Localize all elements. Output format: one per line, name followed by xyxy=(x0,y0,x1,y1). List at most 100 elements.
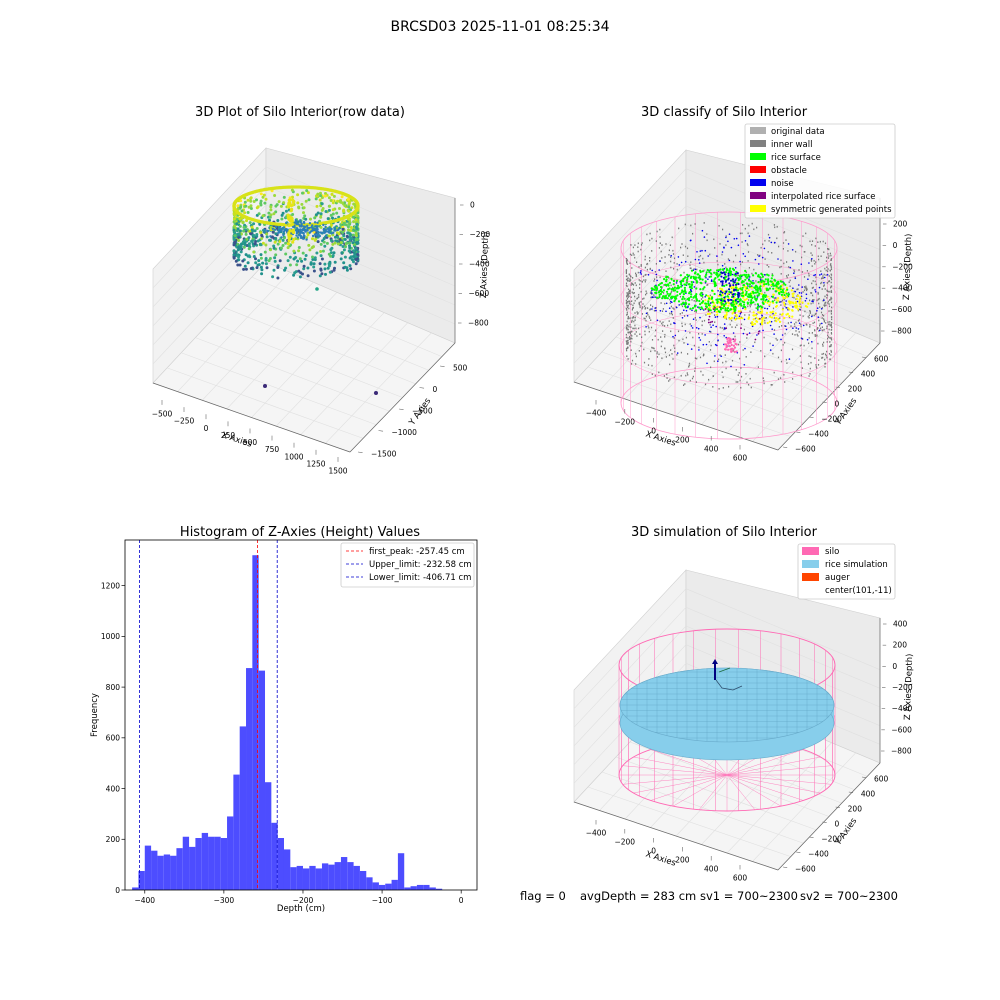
panel4-y-tick-mark xyxy=(861,776,867,778)
raw-point xyxy=(298,234,302,237)
raw-point xyxy=(330,192,334,196)
inner-wall-point xyxy=(653,280,655,282)
rice-surface-point xyxy=(700,306,703,309)
rice-surface-point xyxy=(744,275,747,278)
raw-point xyxy=(302,237,305,240)
inner-wall-point xyxy=(641,306,644,308)
inner-wall-point xyxy=(631,359,634,362)
noise-point xyxy=(651,308,653,310)
inner-wall-point xyxy=(649,317,651,319)
raw-point xyxy=(336,199,339,203)
legend-frame xyxy=(797,543,896,600)
rice-surface-point xyxy=(771,295,775,298)
noise-point xyxy=(691,327,694,329)
raw-point xyxy=(259,253,263,257)
inner-wall-point xyxy=(830,289,832,292)
rice-surface-point xyxy=(675,279,679,282)
inner-wall-point xyxy=(776,226,778,228)
noise-point xyxy=(698,349,700,351)
inner-wall-point xyxy=(635,352,637,355)
rice-surface-point xyxy=(762,294,765,297)
inner-wall-point xyxy=(626,298,629,300)
raw-point xyxy=(337,228,340,231)
raw-point xyxy=(321,231,324,234)
inner-wall-point xyxy=(748,267,750,269)
raw-point xyxy=(244,232,248,236)
rice-surface-point xyxy=(741,288,744,291)
raw-point xyxy=(315,225,319,228)
inner-wall-point xyxy=(701,333,703,335)
inner-wall-point xyxy=(669,312,671,315)
panel1-y-tick: 0 xyxy=(433,385,438,394)
inner-wall-point xyxy=(665,356,667,358)
rice-surface-point xyxy=(695,287,698,290)
raw-point xyxy=(324,210,328,213)
symmetric-point xyxy=(770,316,774,319)
symmetric-point xyxy=(792,292,795,295)
raw-point xyxy=(311,258,315,261)
raw-point xyxy=(296,227,299,230)
raw-point xyxy=(314,213,318,217)
symmetric-point xyxy=(761,319,764,322)
inner-wall-point xyxy=(734,335,736,338)
inner-wall-point xyxy=(746,337,748,339)
raw-point xyxy=(347,197,350,201)
interpolated-point xyxy=(711,320,714,323)
inner-wall-point xyxy=(705,314,707,316)
inner-wall-point xyxy=(739,341,741,343)
inner-wall-point xyxy=(812,302,814,304)
raw-point xyxy=(297,246,301,249)
inner-wall-point xyxy=(801,367,803,369)
legend-label: interpolated rice surface xyxy=(771,192,876,202)
raw-point xyxy=(288,255,292,259)
inner-wall-point xyxy=(799,344,801,347)
raw-point xyxy=(319,250,323,253)
raw-point xyxy=(246,261,250,265)
noise-point xyxy=(732,280,735,283)
inner-wall-point xyxy=(779,286,781,289)
inner-wall-point xyxy=(637,250,639,253)
inner-wall-point xyxy=(830,263,832,265)
rice-surface-point xyxy=(751,282,754,285)
inner-wall-point xyxy=(826,256,828,259)
raw-point xyxy=(319,194,323,198)
inner-wall-point xyxy=(795,321,797,324)
noise-point xyxy=(732,278,734,281)
inner-wall-point xyxy=(626,342,628,345)
inner-wall-point xyxy=(651,364,653,367)
inner-wall-point xyxy=(826,294,828,296)
inner-wall-point xyxy=(767,233,770,236)
inner-wall-point xyxy=(787,274,789,276)
rice-surface-point xyxy=(784,283,787,286)
x-tick-label: −400 xyxy=(134,896,155,905)
raw-point xyxy=(253,229,257,233)
inner-wall-point xyxy=(648,315,650,318)
inner-wall-point xyxy=(820,311,823,314)
inner-wall-point xyxy=(830,344,832,346)
inner-wall-point xyxy=(698,255,700,258)
inner-wall-point xyxy=(737,381,739,383)
raw-point xyxy=(239,205,243,209)
rice-surface-point xyxy=(687,283,691,286)
inner-wall-point xyxy=(740,323,743,326)
raw-point xyxy=(255,198,258,202)
inner-wall-point xyxy=(650,326,653,329)
inner-wall-point xyxy=(625,260,628,262)
noise-point xyxy=(668,307,671,310)
inner-wall-point xyxy=(818,302,820,305)
inner-wall-point xyxy=(771,384,773,386)
inner-wall-point xyxy=(630,337,632,339)
inner-wall-point xyxy=(639,333,641,335)
raw-point xyxy=(339,223,343,227)
inner-wall-point xyxy=(779,313,781,316)
inner-wall-point xyxy=(688,364,690,367)
symmetric-point xyxy=(785,286,789,289)
panel1-y-tick-mark xyxy=(439,365,445,367)
inner-wall-point xyxy=(729,323,731,326)
raw-point xyxy=(327,264,331,268)
panel1-y-tick-mark xyxy=(357,451,363,453)
noise-point xyxy=(730,365,732,368)
inner-wall-point xyxy=(717,340,719,342)
inner-wall-point xyxy=(805,285,807,288)
inner-wall-point xyxy=(725,318,727,320)
